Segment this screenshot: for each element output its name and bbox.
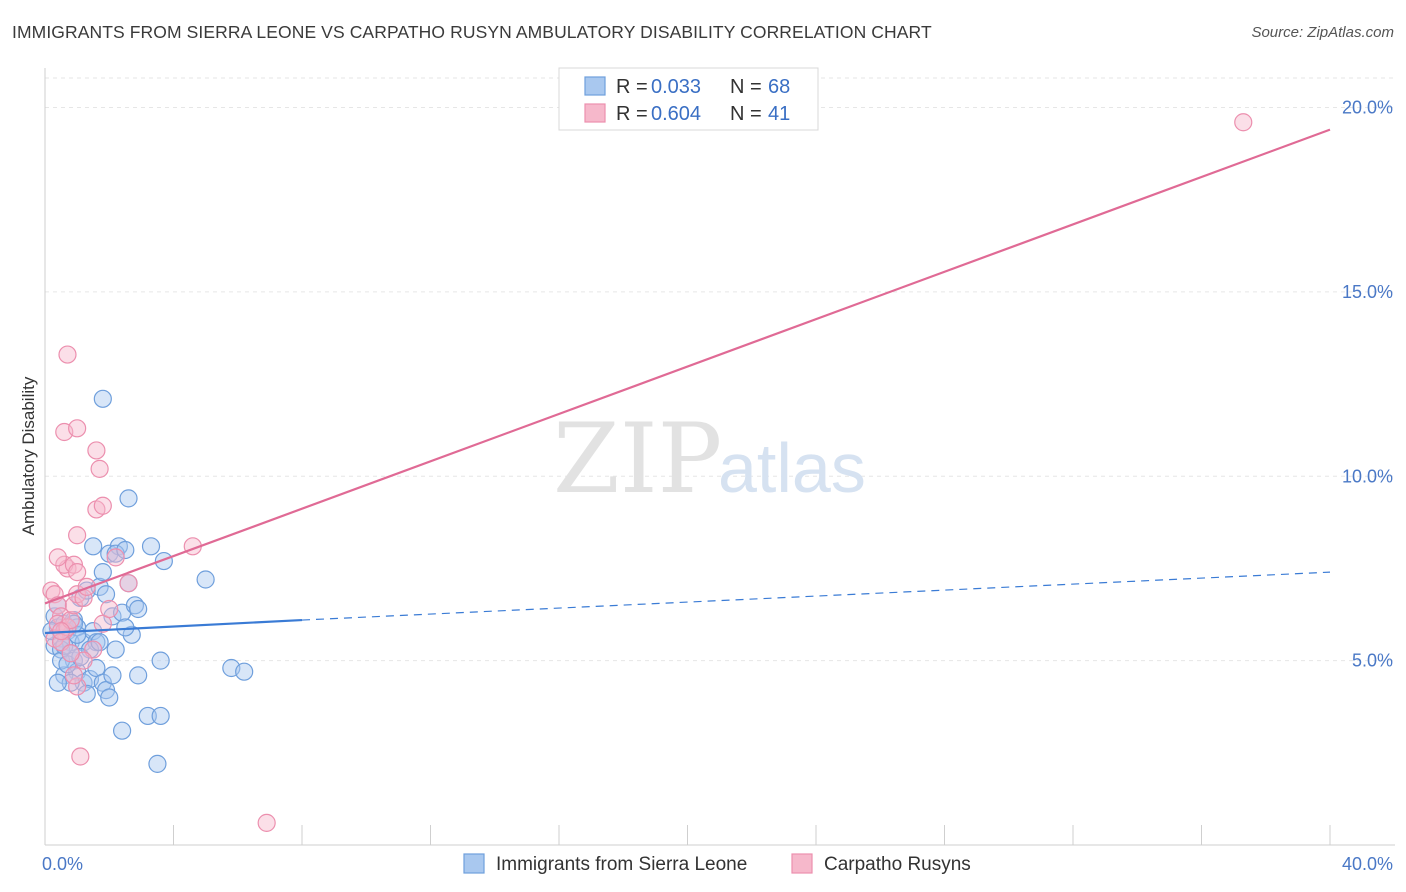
blue-point-67	[116, 618, 135, 637]
x-tick-label-1: 40.0%	[1342, 854, 1393, 874]
trend-line-blue-solid	[44, 618, 303, 635]
blue-point-18	[93, 563, 112, 582]
pink-point-26	[58, 345, 77, 364]
series-carpatho-rusyns-points	[42, 113, 1253, 832]
y-tick-label-3: 20.0%	[1342, 98, 1393, 118]
legend-n-label-2: N =	[730, 103, 762, 125]
blue-point-23	[84, 537, 103, 556]
blue-point-56	[112, 721, 132, 740]
blue-point-52	[106, 640, 125, 659]
blue-point-47	[103, 666, 122, 685]
series-legend-swatch-blue	[463, 853, 485, 874]
x-tick-label-0: 0.0%	[42, 854, 83, 874]
blue-point-29	[129, 599, 148, 619]
legend-n-value-1: 68	[768, 76, 790, 98]
blue-point-66	[90, 633, 109, 652]
trend-lines	[44, 128, 1331, 635]
legend-swatch-blue	[584, 76, 606, 96]
y-tick-label-1: 10.0%	[1342, 466, 1393, 486]
pink-point-16	[48, 548, 67, 567]
axes	[44, 68, 1395, 846]
pink-point-21	[90, 459, 109, 478]
source-credit: Source: ZipAtlas.com	[1251, 24, 1394, 41]
chart-title: IMMIGRANTS FROM SIERRA LEONE VS CARPATHO…	[12, 22, 932, 42]
pink-point-40	[61, 644, 80, 663]
blue-point-30	[122, 625, 141, 644]
y-tick-label-2: 15.0%	[1342, 282, 1393, 302]
pink-point-28	[119, 574, 138, 593]
blue-point-39	[55, 666, 74, 685]
legend-r-value-1: 0.033	[651, 76, 701, 98]
trend-line-blue-dashed	[301, 571, 1331, 621]
blue-point-58	[151, 651, 170, 670]
legend-r-label-1: R =	[616, 76, 648, 98]
trend-line-pink	[44, 128, 1331, 605]
blue-point-55	[151, 706, 170, 726]
pink-point-38	[1234, 113, 1253, 132]
series-legend: Immigrants from Sierra Leone Carpatho Ru…	[463, 853, 971, 875]
pink-point-25	[68, 419, 87, 438]
blue-point-54	[138, 706, 157, 726]
y-tick-label-0: 5.0%	[1352, 651, 1393, 671]
blue-point-31	[141, 537, 161, 556]
legend-n-value-2: 41	[768, 103, 790, 125]
watermark-zip: ZIP	[553, 403, 722, 515]
blue-point-53	[129, 666, 148, 685]
pink-point-36	[71, 747, 90, 766]
y-axis-label: Ambulatory Disability	[19, 376, 38, 535]
grid-lines	[45, 77, 1395, 662]
blue-point-33	[93, 389, 112, 408]
pink-point-37	[257, 813, 276, 832]
legend-r-label-2: R =	[616, 103, 648, 125]
pink-point-27	[106, 548, 125, 567]
blue-point-25	[116, 540, 135, 560]
axis-ticks: 5.0% 10.0% 15.0% 20.0% 0.0% 40.0%	[42, 98, 1393, 875]
pink-point-10	[64, 596, 84, 615]
correlation-legend: R = 0.033 N = 68 R = 0.604 N = 41	[558, 67, 819, 131]
blue-point-35	[196, 570, 215, 589]
blue-point-20	[96, 585, 116, 604]
blue-point-64	[48, 673, 67, 692]
watermark-atlas: atlas	[718, 429, 866, 507]
pink-point-18	[77, 577, 96, 596]
series-legend-label-pink: Carpatho Rusyns	[824, 854, 971, 875]
blue-point-60	[235, 662, 254, 681]
blue-point-46	[100, 688, 119, 707]
pink-point-34	[68, 677, 87, 696]
series-legend-label-blue: Immigrants from Sierra Leone	[496, 854, 747, 875]
blue-point-34	[119, 489, 138, 508]
blue-point-42	[77, 684, 96, 703]
pink-point-19	[68, 526, 87, 545]
blue-point-57	[148, 754, 167, 773]
pink-point-35	[64, 666, 84, 685]
legend-swatch-pink	[584, 103, 606, 123]
blue-point-32	[154, 551, 173, 571]
pink-point-31	[100, 599, 119, 619]
pink-point-23	[93, 496, 112, 515]
pink-point-20	[87, 441, 106, 460]
pink-point-15	[68, 563, 87, 582]
series-legend-swatch-pink	[791, 853, 813, 874]
legend-n-label-1: N =	[730, 76, 762, 98]
legend-r-value-2: 0.604	[651, 103, 701, 125]
series-sierra-leone-points	[42, 389, 254, 773]
